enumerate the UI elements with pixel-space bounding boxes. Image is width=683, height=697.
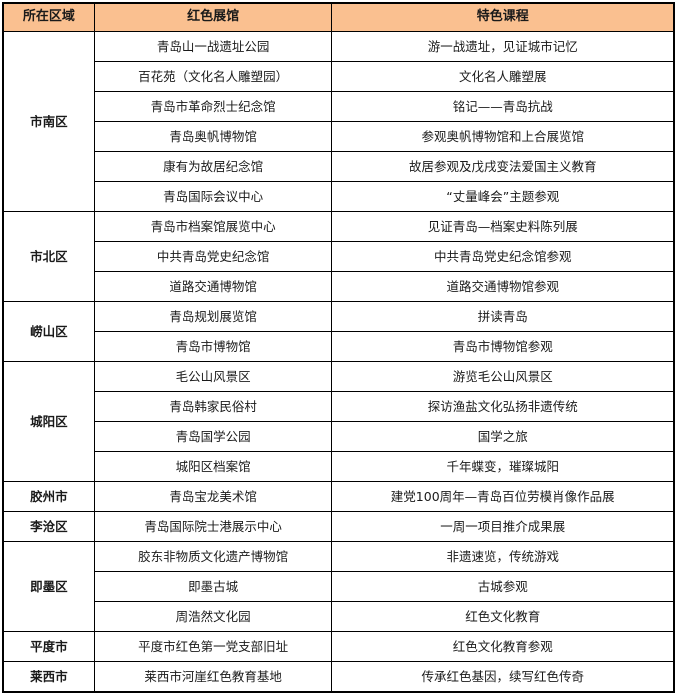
museum-cell: 青岛市博物馆: [93, 331, 333, 362]
table-row: 平度市 平度市红色第一党支部旧址 红色文化教育参观: [2, 631, 675, 662]
course-cell: 见证青岛—档案史料陈列展: [331, 211, 675, 242]
course-cell: 参观奥帆博物馆和上合展览馆: [331, 121, 675, 152]
museum-cell: 青岛宝龙美术馆: [93, 481, 333, 512]
table-row: 胶州市 青岛宝龙美术馆 建党100周年—青岛百位劳模肖像作品展: [2, 481, 675, 512]
museum-cell: 莱西市河崖红色教育基地: [93, 661, 333, 693]
table-row: 即墨区 胶东非物质文化遗产博物馆 非遗速览，传统游戏: [2, 541, 675, 632]
table-body: 市南区 青岛山一战遗址公园 游一战遗址，见证城市记忆 百花苑（文化名人雕塑园） 文化名人…: [2, 31, 675, 693]
header-course: 特色课程: [331, 2, 675, 32]
district-cell: 市北区: [2, 211, 95, 302]
header-district: 所在区域: [2, 2, 95, 32]
course-cell: 非遗速览，传统游戏: [331, 541, 675, 572]
district-cell: 即墨区: [2, 541, 95, 632]
table-row: 莱西市 莱西市河崖红色教育基地 传承红色基因，续写红色传奇: [2, 661, 675, 693]
district-cell: 市南区: [2, 31, 95, 212]
district-cell: 莱西市: [2, 661, 95, 693]
table-row: 康有为故居纪念馆 故居参观及戊戌变法爱国主义教育: [3, 151, 675, 182]
course-cell: 故居参观及戊戌变法爱国主义教育: [331, 151, 675, 182]
museum-cell: 胶东非物质文化遗产博物馆: [93, 541, 333, 572]
table-row: 青岛国际会议中心 “丈量峰会”主题参观: [3, 181, 675, 212]
course-cell: 青岛市博物馆参观: [331, 331, 675, 362]
table-row: 青岛市革命烈士纪念馆 铭记——青岛抗战: [3, 91, 675, 122]
museum-cell: 道路交通博物馆: [93, 271, 333, 302]
museum-cell: 青岛国学公园: [93, 421, 333, 452]
course-cell: 国学之旅: [331, 421, 675, 452]
district-cell: 平度市: [2, 631, 95, 662]
museum-cell: 周浩然文化园: [93, 601, 333, 632]
course-cell: 游一战遗址，见证城市记忆: [331, 31, 675, 62]
district-cell: 李沧区: [2, 511, 95, 542]
museum-cell: 青岛规划展览馆: [93, 301, 333, 332]
course-cell: 古城参观: [331, 571, 675, 602]
museum-cell: 青岛山一战遗址公园: [93, 31, 333, 62]
table-row: 城阳区 毛公山风景区 游览毛公山风景区: [2, 361, 675, 482]
header-museum: 红色展馆: [93, 2, 333, 32]
course-cell: 铭记——青岛抗战: [331, 91, 675, 122]
museum-cell: 青岛奥帆博物馆: [93, 121, 333, 152]
table-row: 道路交通博物馆 道路交通博物馆参观: [3, 271, 675, 302]
course-cell: 文化名人雕塑展: [331, 61, 675, 92]
course-cell: 红色文化教育参观: [331, 631, 675, 662]
museum-cell: 康有为故居纪念馆: [93, 151, 333, 182]
table-row: 李沧区 青岛国际院士港展示中心 一周一项目推介成果展: [2, 511, 675, 542]
course-cell: 中共青岛党史纪念馆参观: [331, 241, 675, 272]
museum-cell: 青岛国际院士港展示中心: [93, 511, 333, 542]
header-row: 所在区域 红色展馆 特色课程: [2, 2, 675, 32]
museum-cell: 百花苑（文化名人雕塑园）: [93, 61, 333, 92]
museum-cell: 平度市红色第一党支部旧址: [93, 631, 333, 662]
course-cell: 千年蝶变，璀璨城阳: [331, 451, 675, 482]
course-cell: 道路交通博物馆参观: [331, 271, 675, 302]
table-row: 青岛国学公园 国学之旅: [3, 421, 675, 452]
red-museums-table: 所在区域 红色展馆 特色课程 市南区 青岛山一战遗址公园 游一战遗址，见证城市记忆百…: [2, 2, 675, 693]
district-cell: 崂山区: [2, 301, 95, 362]
course-cell: “丈量峰会”主题参观: [331, 181, 675, 212]
district-cell: 胶州市: [2, 481, 95, 512]
table-row: 青岛韩家民俗村 探访渔盐文化弘扬非遗传统: [3, 391, 675, 422]
table-row: 周浩然文化园 红色文化教育: [3, 601, 675, 632]
course-cell: 探访渔盐文化弘扬非遗传统: [331, 391, 675, 422]
table-row: 即墨古城 古城参观: [3, 571, 675, 602]
table-row: 市北区 青岛市档案馆展览中心 见证青岛—档案史料陈列展: [2, 211, 675, 302]
table-row: 青岛奥帆博物馆 参观奥帆博物馆和上合展览馆: [3, 121, 675, 152]
table-row: 百花苑（文化名人雕塑园） 文化名人雕塑展: [3, 61, 675, 92]
table-row: 崂山区 青岛规划展览馆 拼读青岛: [2, 301, 675, 362]
course-cell: 拼读青岛: [331, 301, 675, 332]
course-cell: 一周一项目推介成果展: [331, 511, 675, 542]
museum-cell: 青岛韩家民俗村: [93, 391, 333, 422]
course-cell: 游览毛公山风景区: [331, 361, 675, 392]
museum-cell: 青岛市革命烈士纪念馆: [93, 91, 333, 122]
table-row: 青岛市博物馆 青岛市博物馆参观: [3, 331, 675, 362]
museum-cell: 即墨古城: [93, 571, 333, 602]
course-cell: 建党100周年—青岛百位劳模肖像作品展: [331, 481, 675, 512]
table-row: 城阳区档案馆 千年蝶变，璀璨城阳: [3, 451, 675, 482]
museum-cell: 城阳区档案馆: [93, 451, 333, 482]
museum-cell: 青岛市档案馆展览中心: [93, 211, 333, 242]
museum-cell: 中共青岛党史纪念馆: [93, 241, 333, 272]
district-cell: 城阳区: [2, 361, 95, 482]
course-cell: 传承红色基因，续写红色传奇: [331, 661, 675, 693]
table-row: 中共青岛党史纪念馆 中共青岛党史纪念馆参观: [3, 241, 675, 272]
museum-cell: 毛公山风景区: [93, 361, 333, 392]
museum-cell: 青岛国际会议中心: [93, 181, 333, 212]
course-cell: 红色文化教育: [331, 601, 675, 632]
table-row: 市南区 青岛山一战遗址公园 游一战遗址，见证城市记忆: [2, 31, 675, 212]
